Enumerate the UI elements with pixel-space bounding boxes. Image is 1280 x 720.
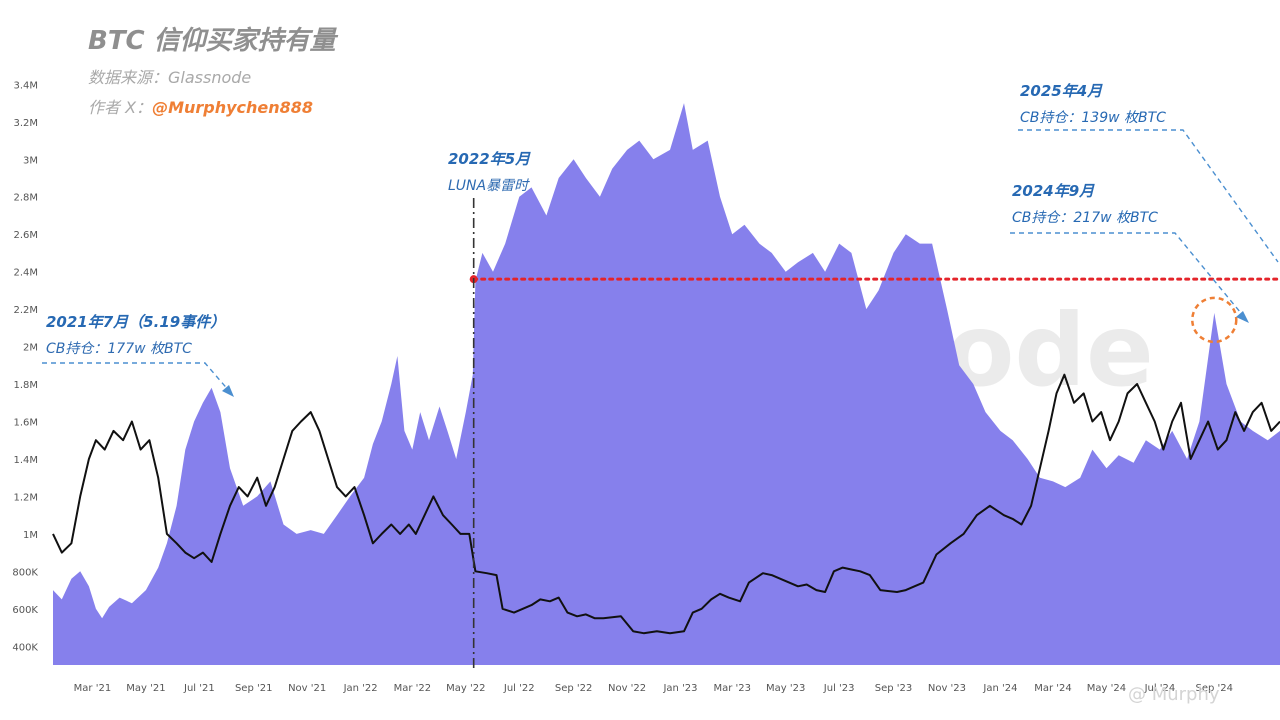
annotation-text: LUNA暴雷时 [448,178,529,194]
annotation-text: CB持仓：177w 枚BTC [46,341,192,357]
y-tick-label: 400K [12,642,38,653]
y-tick-label: 1.2M [13,492,38,503]
y-tick-label: 2.4M [13,268,38,279]
annotation-text: CB持仓：139w 枚BTC [1020,110,1166,126]
leader-2025 [1018,129,1279,263]
highlight-circle [1191,296,1238,344]
x-tick-label: Nov '21 [288,683,326,694]
annotation-leaders [42,129,1279,397]
author-line: 作者 X：@Murphychen888 [88,94,313,118]
cb-holdings-area [53,103,1280,666]
x-axis: Mar '21 May '21 Jul '21 Sep '21 Nov '21 Jan '… [74,683,1233,694]
x-tick-label: Jul '21 [183,683,215,694]
price-line [52,373,1280,635]
annotation-heading: 2024年9月 [1012,182,1095,200]
x-tick-label: Jul '23 [823,683,855,694]
y-axis: 400K 600K 800K 1M 1.2M 1.4M 1.6M 1.8M 2M 2.2M 2.4M… [12,80,38,653]
y-tick-label: 1M [23,530,38,541]
y-tick-label: 1.6M [13,418,38,429]
x-tick-label: Sep '24 [1196,683,1234,694]
x-tick-label: May '21 [126,683,165,694]
y-tick-label: 1.4M [13,455,38,466]
annotation-text: CB持仓：217w 枚BTC [1012,210,1158,226]
x-tick-label: May '23 [766,683,805,694]
chart-title: BTC 信仰买家持有量 [88,26,336,56]
data-source: 数据来源：Glassnode [88,68,252,87]
annotation-2025-apr: 2025年4月 CB持仓：139w 枚BTC [1020,80,1166,127]
annotation-heading: 2021年7月（5.19事件） [46,313,226,331]
annotation-2021-july: 2021年7月（5.19事件） CB持仓：177w 枚BTC [46,311,225,358]
annotation-heading: 2025年4月 [1020,82,1103,100]
y-tick-label: 1.8M [13,380,38,391]
y-tick-label: 800K [12,567,38,578]
x-tick-label: Sep '23 [875,683,913,694]
x-tick-label: Mar '22 [394,683,432,694]
x-tick-label: Mar '24 [1034,683,1072,694]
leader-2021 [42,362,231,393]
y-tick-label: 3.4M [13,80,38,91]
y-tick-label: 600K [12,605,38,616]
x-tick-label: May '24 [1087,683,1126,694]
x-tick-label: Mar '21 [74,683,112,694]
annotation-2022-may: 2022年5月 LUNA暴雷时 [448,148,530,195]
x-tick-label: May '22 [446,683,485,694]
x-tick-label: Jan '22 [343,683,378,694]
x-tick-label: Nov '23 [928,683,966,694]
y-tick-label: 3.2M [13,118,38,129]
author-label: 作者 X： [88,98,153,117]
y-tick-label: 2.2M [13,305,38,316]
x-tick-label: Nov '22 [608,683,646,694]
annotation-2024-sep: 2024年9月 CB持仓：217w 枚BTC [1012,180,1158,227]
x-tick-label: Sep '21 [235,683,273,694]
y-tick-label: 3M [23,155,38,166]
x-tick-label: Sep '22 [555,683,593,694]
y-tick-label: 2.8M [13,193,38,204]
x-tick-label: Jul '22 [503,683,535,694]
leader-2024 [1010,232,1246,319]
x-tick-label: Mar '23 [713,683,751,694]
author-handle[interactable]: @Murphychen888 [152,98,314,117]
y-tick-label: 2.6M [13,230,38,241]
x-tick-label: Jul '24 [1144,683,1176,694]
leader-2021-arrow [222,385,234,397]
x-tick-label: Jan '23 [662,683,697,694]
x-tick-label: Jan '24 [982,683,1017,694]
author-watermark: @ Murphy [1128,684,1220,705]
leader-2024-arrow [1236,311,1249,323]
annotation-heading: 2022年5月 [448,150,531,168]
y-tick-label: 2M [23,343,38,354]
